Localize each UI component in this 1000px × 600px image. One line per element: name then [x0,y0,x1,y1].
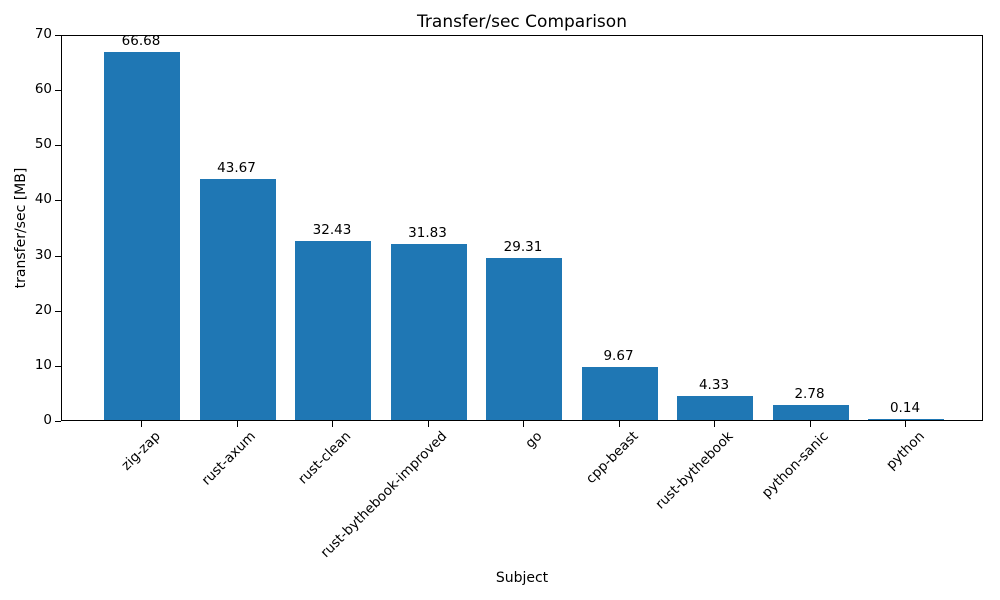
x-tick-mark [809,421,811,427]
x-tick-label: rust-axum [198,428,260,489]
x-tick-mark [236,421,238,427]
y-tick-mark [55,256,61,257]
x-tick-label: python [882,428,928,474]
y-tick-mark [55,366,61,367]
y-tick-mark [55,421,61,422]
y-tick-label: 0 [43,412,52,428]
y-axis-label: transfer/sec [MB] [13,167,29,289]
bar-rust-bythebook-improved [391,244,467,420]
y-tick-label: 30 [34,247,52,263]
bar-rust-bythebook [677,396,753,420]
y-tick-label: 10 [34,357,52,373]
bar-zig-zap [104,52,180,420]
bar-value-label: 4.33 [698,377,730,393]
bar-value-label: 0.14 [889,400,921,416]
x-axis-label: Subject [495,570,549,586]
y-tick-mark [55,145,61,146]
y-tick-label: 40 [34,191,52,207]
x-tick-mark [618,421,620,427]
x-tick-label: python-sanic [759,428,833,502]
bar-go [486,258,562,420]
bar-cpp-beast [582,367,658,420]
y-tick-mark [55,200,61,201]
y-tick-mark [55,311,61,312]
x-tick-mark [905,421,906,427]
plot-area [61,35,983,421]
y-tick-label: 20 [34,302,52,318]
y-tick-label: 50 [34,136,52,152]
bar-value-label: 66.68 [121,33,161,49]
x-tick-mark [714,421,715,427]
x-tick-label: rust-clean [295,428,355,488]
bar-value-label: 9.67 [603,348,634,364]
x-tick-label: go [522,428,546,452]
bar-value-label: 2.78 [794,386,825,402]
bar-rust-axum [200,179,276,420]
bar-python [868,419,944,420]
bar-rust-clean [295,241,371,420]
y-tick-label: 70 [34,26,52,42]
chart-title: Transfer/sec Comparison [417,12,627,32]
x-tick-label: rust-bythebook [652,428,737,513]
x-tick-mark [141,421,142,427]
y-tick-mark [55,90,61,91]
bar-value-label: 32.43 [312,222,352,238]
x-tick-mark [523,421,524,427]
x-tick-label: cpp-beast [582,428,642,487]
bar-python-sanic [773,405,849,420]
y-tick-mark [55,35,61,36]
bar-value-label: 31.83 [408,225,447,241]
bar-value-label: 29.31 [503,239,543,255]
x-tick-label: zig-zap [118,428,164,474]
y-tick-label: 60 [34,81,52,97]
bar-value-label: 43.67 [217,160,256,176]
x-tick-mark [427,421,429,427]
x-tick-mark [332,421,333,427]
